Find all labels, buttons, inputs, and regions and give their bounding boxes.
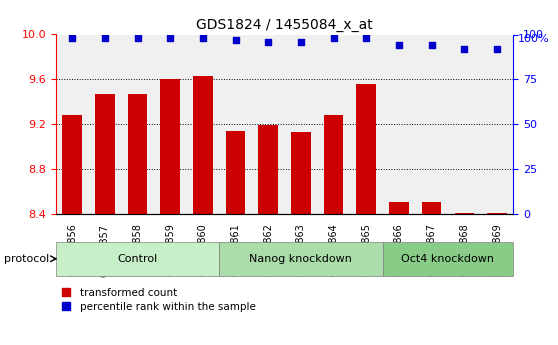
Bar — [487, 213, 507, 214]
Legend: transformed count, percentile rank within the sample: transformed count, percentile rank withi… — [61, 288, 256, 312]
Point — [68, 35, 76, 41]
Text: Nanog knockdown: Nanog knockdown — [249, 254, 352, 264]
Bar — [422, 201, 441, 214]
Point — [362, 35, 371, 41]
Bar — [95, 94, 114, 214]
FancyBboxPatch shape — [383, 241, 513, 276]
Title: GDS1824 / 1455084_x_at: GDS1824 / 1455084_x_at — [196, 18, 373, 32]
Bar — [357, 84, 376, 214]
Bar — [291, 132, 311, 214]
Point — [395, 42, 403, 48]
Point — [264, 39, 273, 45]
Text: 100%: 100% — [517, 34, 549, 45]
FancyBboxPatch shape — [56, 241, 219, 276]
Point — [199, 35, 208, 41]
Point — [427, 42, 436, 48]
Bar — [128, 94, 147, 214]
Bar — [193, 76, 213, 214]
Point — [100, 35, 109, 41]
Point — [166, 35, 175, 41]
Point — [329, 35, 338, 41]
Text: Oct4 knockdown: Oct4 knockdown — [402, 254, 494, 264]
Point — [231, 37, 240, 43]
Bar — [160, 79, 180, 214]
Point — [460, 46, 469, 52]
Bar — [258, 125, 278, 214]
Point — [493, 46, 502, 52]
Point — [133, 35, 142, 41]
Text: protocol: protocol — [3, 254, 49, 264]
Bar — [226, 131, 246, 214]
Bar — [389, 201, 409, 214]
Point — [296, 39, 305, 45]
Bar — [324, 115, 343, 214]
Bar — [455, 213, 474, 214]
Bar — [62, 115, 82, 214]
Text: Control: Control — [117, 254, 157, 264]
FancyBboxPatch shape — [219, 241, 383, 276]
